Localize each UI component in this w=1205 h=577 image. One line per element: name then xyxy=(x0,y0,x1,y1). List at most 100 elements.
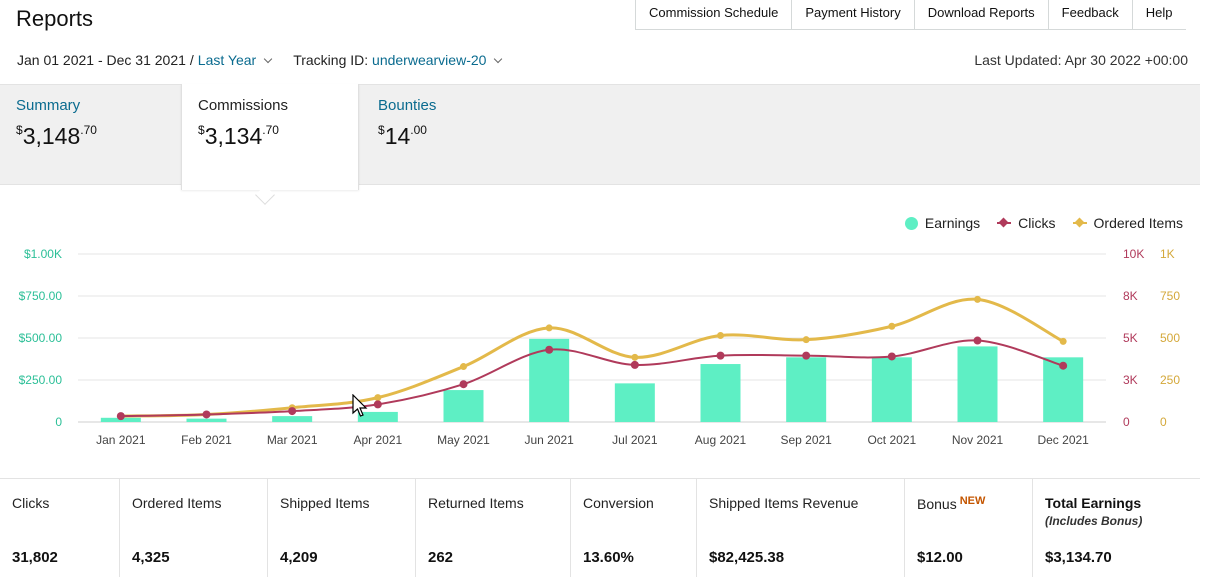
clicks-marker-icon xyxy=(997,222,1012,224)
amount-cents: .70 xyxy=(262,123,279,137)
clicks-point xyxy=(116,412,125,421)
bonus-label: Bonus xyxy=(917,496,957,512)
metrics-row: Clicks 31,802 Ordered Items 4,325 Shippe… xyxy=(0,478,1200,577)
legend-clicks[interactable]: Clicks xyxy=(997,215,1056,231)
metric-conversion: Conversion 13.60% xyxy=(571,479,697,577)
x-tick-label: Jul 2021 xyxy=(612,433,658,447)
earnings-bar xyxy=(357,411,398,422)
x-tick-label: Jan 2021 xyxy=(96,433,146,447)
clicks-point xyxy=(716,351,725,360)
y-left-tick-label: 0 xyxy=(55,415,62,429)
metric-value: 4,325 xyxy=(132,549,170,566)
metric-label: Conversion xyxy=(583,495,654,511)
ordered-items-point xyxy=(1059,337,1067,345)
legend-ordered-items-label: Ordered Items xyxy=(1093,215,1183,231)
feedback-button[interactable]: Feedback xyxy=(1049,0,1133,29)
x-tick-label: Aug 2021 xyxy=(695,433,747,447)
clicks-line xyxy=(120,339,1064,418)
ordered-items-point xyxy=(460,363,467,371)
x-tick-label: Mar 2021 xyxy=(267,433,318,447)
ordered-items-marker-icon xyxy=(1072,222,1087,224)
earnings-bar xyxy=(871,357,912,422)
legend-earnings-label: Earnings xyxy=(924,215,981,231)
clicks-point xyxy=(459,380,468,389)
ordered-items-point xyxy=(631,353,639,361)
tab-summary-amount: $3,148.70 xyxy=(16,123,164,150)
metric-value: 4,209 xyxy=(280,549,318,566)
x-tick-label: Apr 2021 xyxy=(353,433,402,447)
metric-total-earnings: Total Earnings (Includes Bonus) $3,134.7… xyxy=(1033,479,1200,577)
tracking-id-selector[interactable]: Tracking ID: underwearview-20 xyxy=(293,52,503,68)
metric-value: $3,134.70 xyxy=(1045,549,1112,566)
commission-schedule-button[interactable]: Commission Schedule xyxy=(636,0,793,29)
metric-label: Shipped Items xyxy=(280,495,370,511)
clicks-point xyxy=(973,336,982,345)
top-nav: Commission Schedule Payment History Down… xyxy=(635,0,1186,30)
metric-clicks: Clicks 31,802 xyxy=(0,479,120,577)
new-badge: NEW xyxy=(959,495,986,507)
metric-sublabel: (Includes Bonus) xyxy=(1045,514,1143,528)
clicks-point xyxy=(887,352,896,361)
y-right-clicks-tick-label: 10K xyxy=(1123,247,1144,261)
ordered-items-point xyxy=(974,295,981,303)
y-right-items-tick-label: 500 xyxy=(1160,331,1180,345)
metric-label: Total Earnings xyxy=(1045,495,1142,511)
tab-commissions[interactable]: Commissions $3,134.70 xyxy=(181,84,359,190)
period-chevron-down-icon[interactable] xyxy=(263,54,273,63)
metric-label: Bonus NEW xyxy=(917,495,1020,512)
y-right-clicks-tick-label: 3K xyxy=(1123,373,1138,387)
tracking-chevron-down-icon[interactable] xyxy=(494,54,503,63)
tracking-id-value[interactable]: underwearview-20 xyxy=(372,52,487,68)
chart-legend: Earnings Clicks Ordered Items xyxy=(888,215,1183,231)
summary-band xyxy=(0,84,1200,185)
metric-value: $82,425.38 xyxy=(709,549,785,566)
x-tick-label: Feb 2021 xyxy=(181,433,232,447)
clicks-point xyxy=(1059,361,1068,370)
x-tick-label: Oct 2021 xyxy=(867,433,916,447)
y-right-items-tick-label: 750 xyxy=(1160,289,1180,303)
tab-bounties-label: Bounties xyxy=(378,97,437,114)
period-dropdown[interactable]: Last Year xyxy=(197,52,257,68)
x-tick-label: May 2021 xyxy=(437,433,490,447)
tab-bounties[interactable]: Bounties $14.00 xyxy=(362,84,542,185)
metric-returned-items: Returned Items 262 xyxy=(416,479,571,577)
clicks-point xyxy=(202,410,211,419)
tab-summary[interactable]: Summary $3,148.70 xyxy=(0,84,180,185)
ordered-items-point xyxy=(545,324,553,332)
clicks-point xyxy=(373,400,382,409)
legend-earnings[interactable]: Earnings xyxy=(904,215,981,231)
metric-label: Shipped Items Revenue xyxy=(709,495,859,511)
download-reports-button[interactable]: Download Reports xyxy=(915,0,1049,29)
legend-ordered-items[interactable]: Ordered Items xyxy=(1072,215,1183,231)
clicks-point xyxy=(802,351,811,360)
ordered-items-point xyxy=(802,336,810,344)
y-right-clicks-tick-label: 5K xyxy=(1123,331,1138,345)
metric-shipped-items: Shipped Items 4,209 xyxy=(268,479,416,577)
earnings-bar xyxy=(443,390,484,422)
payment-history-button[interactable]: Payment History xyxy=(792,0,915,29)
metric-shipped-items-revenue: Shipped Items Revenue $82,425.38 xyxy=(697,479,905,577)
y-right-items-tick-label: 1K xyxy=(1160,247,1175,261)
earnings-bar xyxy=(614,383,655,422)
metric-value: 262 xyxy=(428,549,454,566)
earnings-bar xyxy=(186,418,227,422)
x-tick-label: Nov 2021 xyxy=(952,433,1004,447)
y-right-items-tick-label: 250 xyxy=(1160,373,1180,387)
metric-label: Clicks xyxy=(12,495,50,511)
y-left-tick-label: $750.00 xyxy=(19,289,63,303)
clicks-point xyxy=(288,407,297,416)
metric-value: 31,802 xyxy=(12,549,58,566)
filter-row: Jan 01 2021 - Dec 31 2021 / Last Year Tr… xyxy=(17,52,503,68)
y-right-clicks-tick-label: 8K xyxy=(1123,289,1138,303)
currency-symbol: $ xyxy=(16,123,23,137)
y-right-items-tick-label: 0 xyxy=(1160,415,1167,429)
earnings-bar xyxy=(786,357,827,422)
metric-label: Returned Items xyxy=(428,495,524,511)
x-tick-label: Jun 2021 xyxy=(524,433,574,447)
date-range: Jan 01 2021 - Dec 31 2021 xyxy=(17,52,186,68)
help-button[interactable]: Help xyxy=(1145,5,1173,20)
earnings-chart: 0 0 0 $250.00 3K 250 $500.00 5K 500 $750.00 8K 750 $… xyxy=(19,247,1181,447)
amount-whole: 3,134 xyxy=(204,123,263,149)
date-separator: / xyxy=(189,52,194,68)
tab-summary-label: Summary xyxy=(16,97,81,114)
